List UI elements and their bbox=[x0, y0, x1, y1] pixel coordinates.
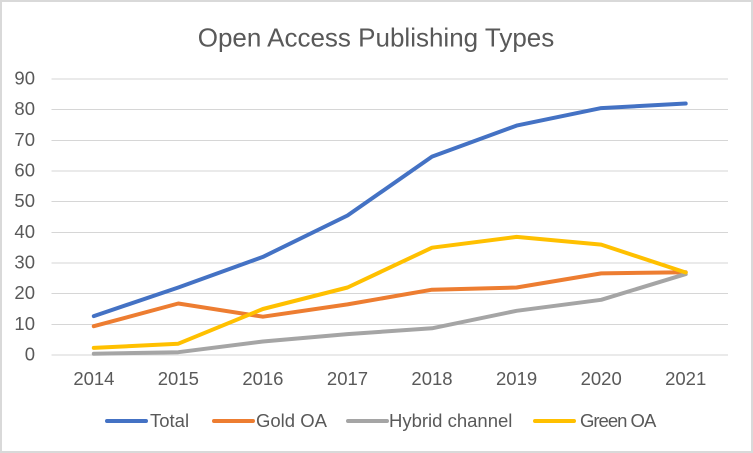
svg-text:90: 90 bbox=[14, 68, 35, 89]
svg-text:Hybrid channel: Hybrid channel bbox=[389, 410, 512, 431]
svg-text:10: 10 bbox=[14, 313, 35, 334]
svg-text:2016: 2016 bbox=[242, 368, 283, 389]
svg-text:80: 80 bbox=[14, 98, 35, 119]
svg-text:Open Access Publishing Types: Open Access Publishing Types bbox=[198, 22, 555, 52]
svg-text:2021: 2021 bbox=[665, 368, 706, 389]
svg-text:Total: Total bbox=[150, 410, 189, 431]
svg-text:20: 20 bbox=[14, 282, 35, 303]
svg-text:30: 30 bbox=[14, 252, 35, 273]
svg-text:2020: 2020 bbox=[581, 368, 622, 389]
svg-text:Green OA: Green OA bbox=[580, 410, 657, 431]
svg-text:Gold OA: Gold OA bbox=[256, 410, 328, 431]
svg-text:2017: 2017 bbox=[327, 368, 368, 389]
svg-text:60: 60 bbox=[14, 160, 35, 181]
svg-text:2019: 2019 bbox=[496, 368, 537, 389]
svg-text:0: 0 bbox=[25, 344, 35, 365]
svg-text:2015: 2015 bbox=[158, 368, 199, 389]
svg-text:2018: 2018 bbox=[411, 368, 452, 389]
svg-text:50: 50 bbox=[14, 190, 35, 211]
svg-text:40: 40 bbox=[14, 221, 35, 242]
svg-text:2014: 2014 bbox=[73, 368, 114, 389]
svg-text:70: 70 bbox=[14, 129, 35, 150]
